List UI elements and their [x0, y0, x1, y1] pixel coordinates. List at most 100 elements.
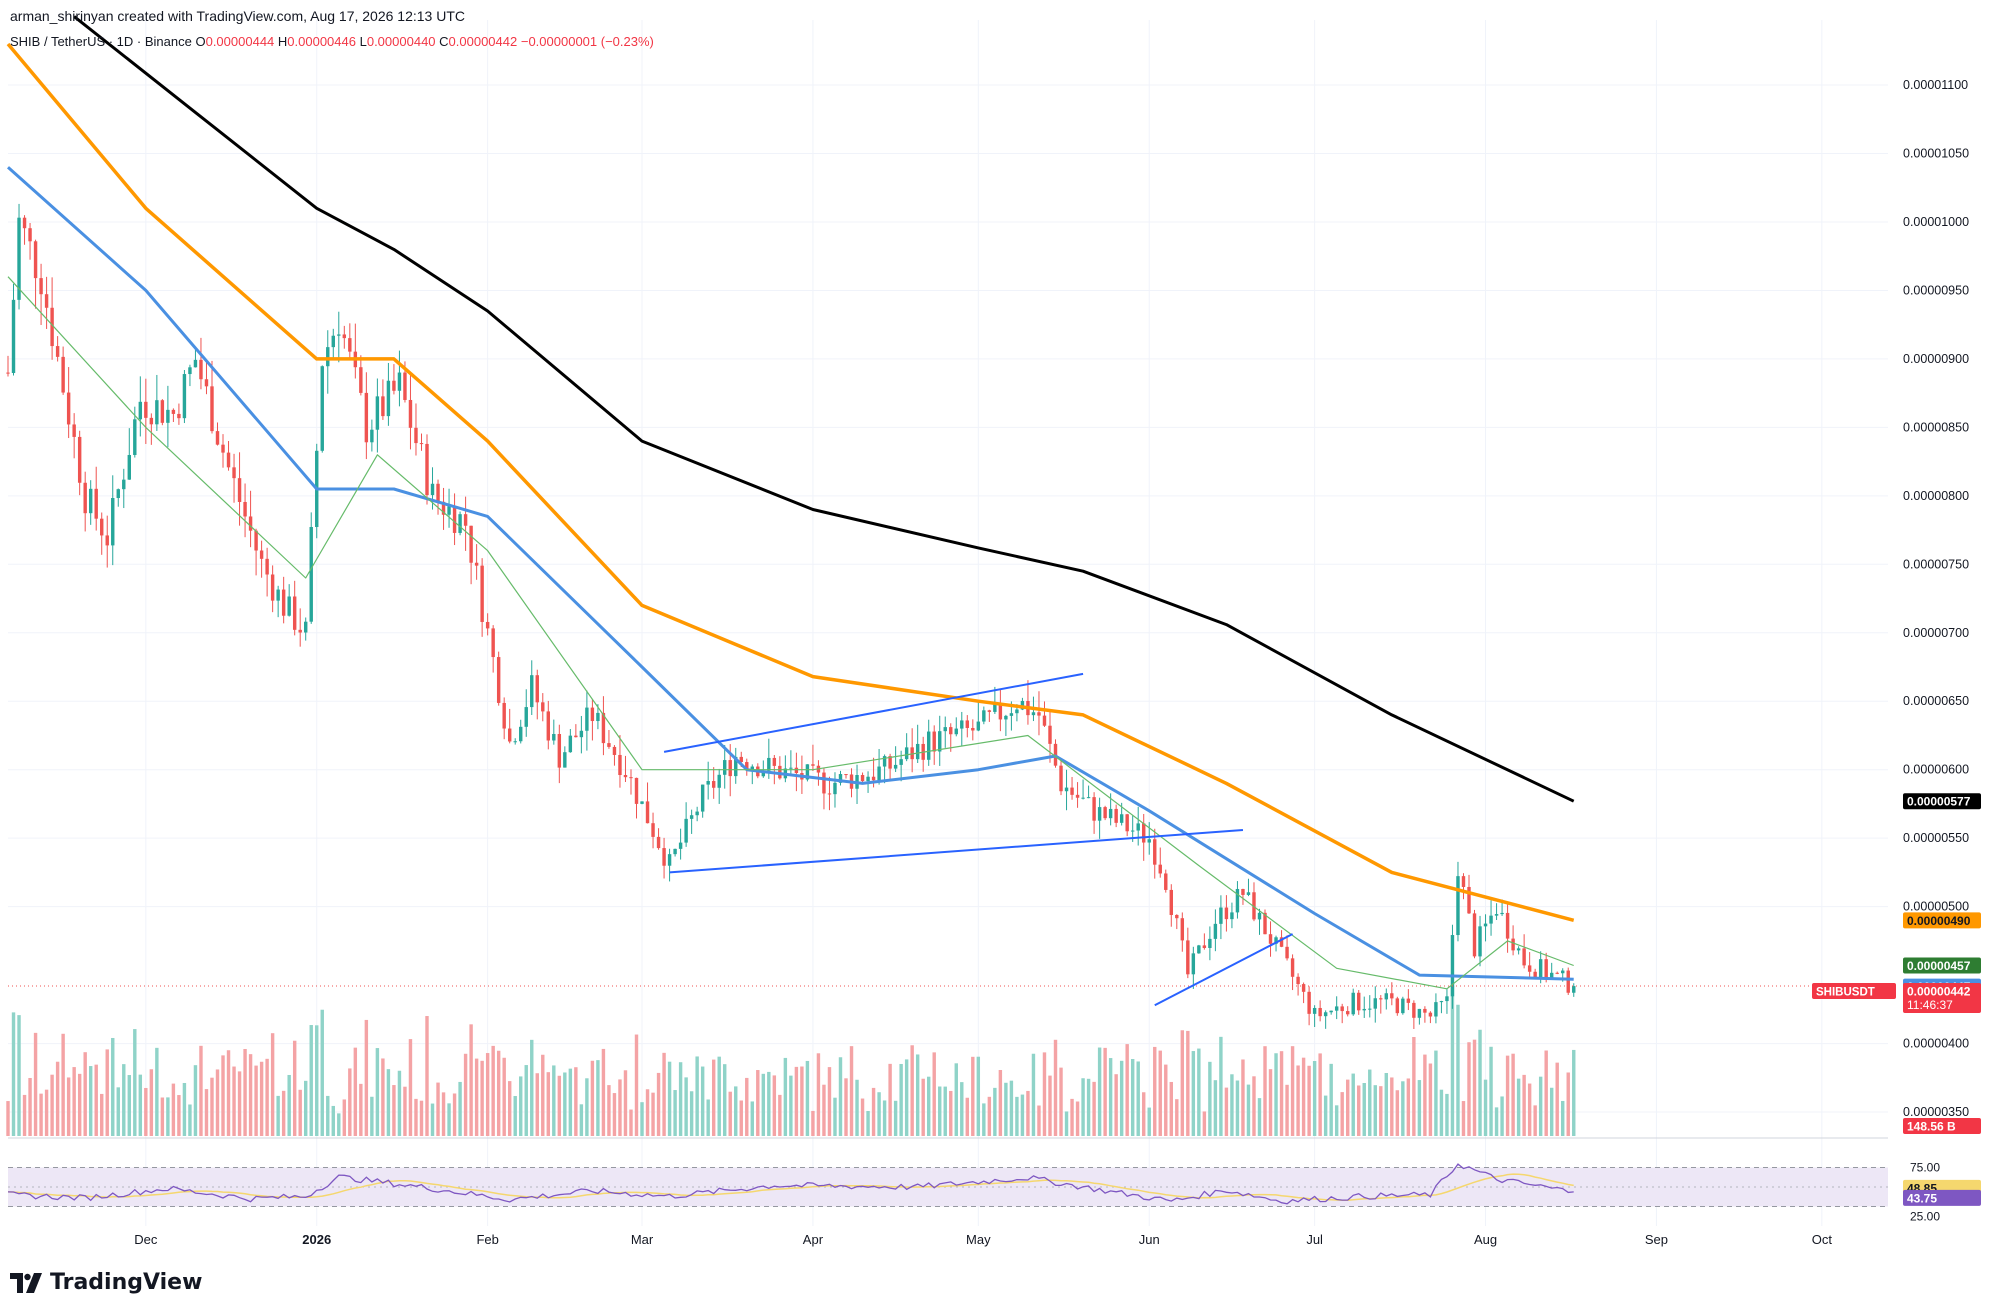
candle-body [822, 772, 826, 794]
candle-body [1445, 996, 1449, 1002]
candle-body [127, 454, 131, 480]
volume-bar [750, 1101, 754, 1136]
candle-body [513, 741, 517, 743]
volume-bar [160, 1097, 165, 1136]
volume-bar [794, 1066, 799, 1136]
candle-body [485, 621, 490, 629]
volume-bar [811, 1110, 815, 1136]
volume-bar [281, 1090, 286, 1136]
volume-bar [563, 1072, 567, 1136]
candle-body [171, 409, 176, 414]
volume-bar [386, 1069, 391, 1136]
candle-body [767, 757, 771, 771]
volume-bar [673, 1090, 677, 1136]
ma-200-value: 0.00000577 [1907, 795, 1971, 809]
y-tick-label: 0.00000950 [1903, 283, 1969, 297]
candle-body [1395, 998, 1400, 1014]
candle-body [838, 774, 843, 783]
ma-50-line [7, 166, 1574, 981]
volume-bar [1059, 1067, 1063, 1136]
trendlines[interactable] [663, 672, 1294, 1007]
volume-bar [221, 1055, 225, 1136]
candle-body [243, 501, 247, 517]
volume-bar [568, 1068, 573, 1136]
volume-bar [1373, 1085, 1377, 1136]
candle-body [1048, 725, 1052, 744]
candle-body [226, 452, 231, 468]
candle-body [882, 756, 887, 767]
moving-averages [6, 15, 1575, 990]
volume-bar [1483, 1079, 1488, 1136]
volume-bar [1334, 1105, 1339, 1136]
volume-bar [552, 1065, 556, 1136]
volume-value-bg [1903, 1118, 1981, 1134]
y-tick-label: 0.00000400 [1903, 1037, 1969, 1051]
candle-body [1412, 1002, 1416, 1018]
volume-bar [447, 1103, 451, 1136]
candle-body [1505, 912, 1510, 939]
volume-bar [188, 1104, 192, 1136]
volume-bar [1075, 1101, 1080, 1136]
volume-bar [772, 1075, 777, 1136]
candle-body [706, 781, 710, 785]
candle-body [976, 721, 981, 731]
volume-bar [1340, 1092, 1344, 1136]
volume-bar [1307, 1065, 1311, 1136]
volume-bar [634, 1034, 639, 1136]
candle-body [1384, 993, 1389, 1000]
volume-bar [844, 1078, 848, 1136]
candle-body [1252, 892, 1256, 920]
volume-bar [689, 1091, 694, 1136]
volume-bar [1009, 1080, 1014, 1136]
candle-body [993, 703, 997, 712]
volume-bar [94, 1064, 98, 1136]
trendline [669, 828, 1244, 874]
volume-bar [838, 1057, 843, 1136]
candle-body [221, 444, 225, 453]
volume-bar [1290, 1046, 1295, 1136]
volume-bar [1246, 1084, 1251, 1136]
candle-body [552, 733, 556, 741]
candle-body [1323, 1012, 1328, 1017]
volume-bar [1169, 1081, 1173, 1136]
volume-bar [1323, 1095, 1328, 1136]
volume-bar [1142, 1092, 1146, 1136]
volume-bar [1384, 1072, 1389, 1136]
candle-body [1345, 1011, 1350, 1015]
candle-body [122, 479, 126, 490]
candle-body [1368, 1008, 1372, 1010]
rsi-pane[interactable] [7, 1163, 1888, 1207]
volume-bar [778, 1094, 782, 1136]
volume-bar [965, 1097, 970, 1136]
candle-body [61, 356, 65, 393]
symbol-title[interactable]: SHIB / TetherUS · 1D · Binance [10, 34, 192, 49]
volume-bar [882, 1100, 887, 1136]
volume-bar [177, 1095, 181, 1136]
candle-body [833, 782, 837, 795]
volume-bar [1274, 1053, 1278, 1136]
candle-body [1379, 998, 1383, 1000]
volume-bar [1494, 1107, 1499, 1136]
volume-bar [210, 1077, 214, 1136]
volume-bar [1125, 1044, 1129, 1136]
candle-body [651, 823, 655, 837]
volume-bar [381, 1058, 385, 1136]
candle-body [1119, 814, 1124, 823]
tradingview-logo[interactable]: TradingView [10, 1270, 202, 1295]
volume-bar [1478, 1029, 1482, 1136]
candle-body [1235, 888, 1240, 913]
volume-bar [1423, 1054, 1427, 1136]
low-label: L [359, 34, 367, 49]
candle-body [1230, 912, 1234, 920]
candle-body [1108, 808, 1113, 819]
volume-bar [734, 1086, 738, 1136]
volume-bar [993, 1087, 997, 1136]
candle-body [530, 675, 534, 708]
candle-body [17, 217, 21, 300]
volume-bar [899, 1063, 903, 1136]
candle-body [381, 396, 385, 417]
candle-body [1329, 1010, 1333, 1013]
candle-body [1401, 998, 1405, 1014]
close-value: 0.00000442 [448, 34, 518, 49]
